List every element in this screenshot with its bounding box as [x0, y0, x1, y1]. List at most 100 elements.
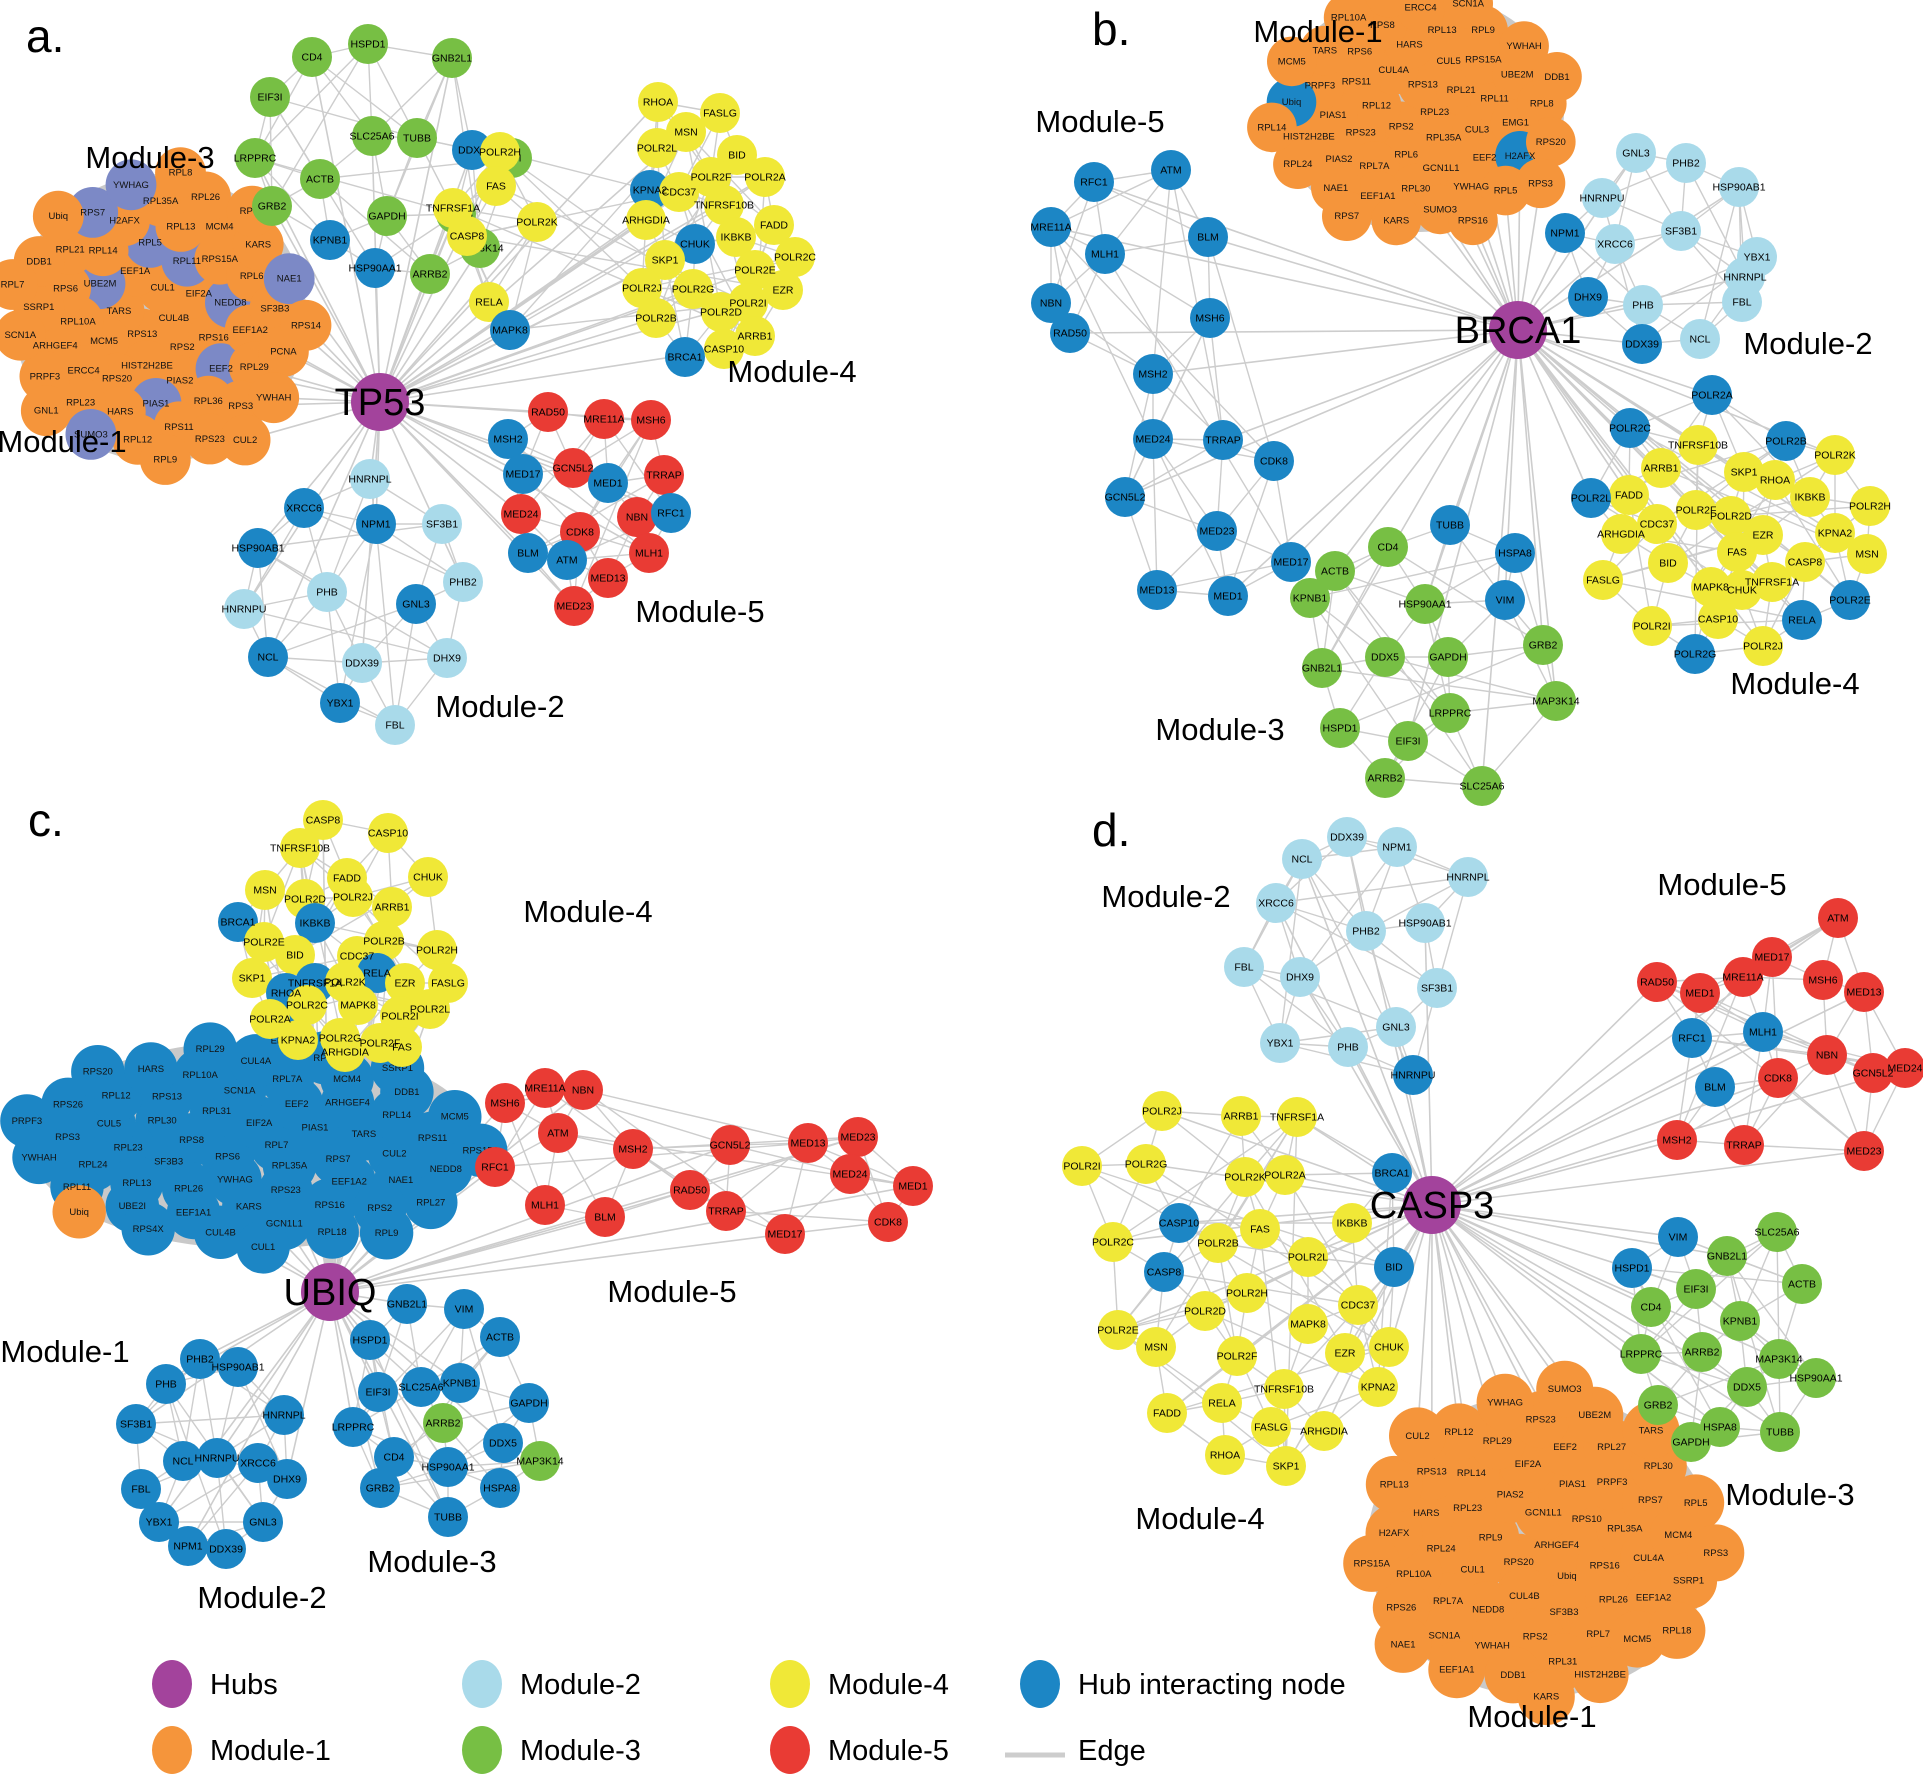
node-label: HNRNPL	[1723, 272, 1766, 284]
network-node	[1405, 903, 1445, 943]
node-label: GRB2	[1644, 1400, 1673, 1412]
node-label: MSH2	[493, 434, 522, 446]
blob-node	[1443, 0, 1493, 29]
network-node	[475, 1147, 515, 1187]
node-label: LRPPRC	[234, 153, 277, 165]
blob-node-label: RPS11	[1342, 76, 1371, 87]
network-node	[238, 528, 278, 568]
blob-node-label: CUL5	[1436, 56, 1460, 67]
node-label: MRE11A	[583, 414, 624, 426]
blob-node-label: NAE1	[1391, 1639, 1416, 1650]
network-node	[1417, 968, 1457, 1008]
edge	[329, 1144, 731, 1293]
edge	[271, 205, 381, 403]
network-node	[303, 800, 343, 840]
network-node	[675, 224, 715, 264]
blob-node-label: RPL7	[265, 1140, 289, 1151]
blob-node-label: HARS	[107, 407, 133, 418]
node-label: MSN	[1855, 549, 1878, 561]
module-label: Module-3	[85, 140, 214, 175]
network-node	[401, 1367, 441, 1407]
node-label: FBL	[1234, 962, 1253, 974]
node-label: PHB	[316, 587, 338, 599]
blob-node-label: RPL31	[202, 1106, 231, 1117]
network-node	[287, 985, 327, 1025]
blob-node	[0, 309, 46, 361]
blob-node-label: TARS	[1312, 46, 1337, 57]
edge	[1431, 1204, 1566, 1390]
edge	[311, 56, 418, 139]
network-node	[1338, 1285, 1378, 1325]
node-label: SF3B1	[120, 1419, 152, 1431]
blob-node	[1476, 1373, 1534, 1431]
node-label: POLR2K	[1814, 450, 1855, 462]
node-label: GNL3	[402, 599, 430, 611]
network-node	[1280, 957, 1320, 997]
node-label: PHB	[1337, 1042, 1359, 1054]
blob-node-label: RPL26	[174, 1183, 203, 1194]
node-label: RHOA	[1760, 475, 1790, 487]
network-node	[629, 533, 669, 573]
network-node	[626, 200, 666, 240]
blob-node-label: EEF1A1	[1360, 191, 1395, 202]
blob-node-label: RPS13	[1417, 1467, 1447, 1478]
module-label: Module-2	[1101, 879, 1230, 914]
blob-node-label: CUL4B	[159, 313, 190, 324]
network-node	[613, 1129, 653, 1169]
node-label: MSH2	[1138, 369, 1167, 381]
blob-node	[248, 372, 300, 424]
node-label: POLR2B	[635, 313, 676, 325]
node-label: POLR2E	[1829, 595, 1870, 607]
legend-label: Hubs	[210, 1669, 278, 1701]
node-label: RFC1	[1080, 177, 1108, 189]
blob-node-label: PIAS1	[1320, 110, 1347, 121]
blob-node-label: RPS8	[179, 1135, 204, 1146]
node-label: EZR	[1753, 530, 1774, 542]
node-label: MSH2	[618, 1144, 647, 1156]
blob-node-label: RPS2	[1389, 121, 1414, 132]
node-label: MED23	[1199, 526, 1234, 538]
blob-node	[263, 253, 315, 305]
node-label: POLR2F	[1217, 1351, 1258, 1363]
network-node	[588, 558, 628, 598]
blob-node-label: RPL13	[1380, 1479, 1409, 1490]
edge	[1093, 181, 1209, 238]
legend-label: Edge	[1078, 1735, 1146, 1767]
edge	[379, 176, 766, 403]
network-node	[1582, 178, 1622, 218]
edge	[158, 1291, 331, 1523]
network-node	[584, 399, 624, 439]
network-node	[116, 1404, 156, 1444]
network-node	[480, 1317, 520, 1357]
network-node	[704, 329, 744, 369]
network-node	[444, 1289, 484, 1329]
node-label: GNL3	[249, 1517, 277, 1529]
node-label: ARRB2	[425, 1418, 460, 1430]
node-label: RFC1	[481, 1162, 509, 1174]
blob-node-label: RPL29	[196, 1044, 225, 1055]
node-label: GRB2	[366, 1483, 395, 1495]
node-label: NPM1	[1382, 842, 1411, 854]
edge	[216, 1291, 331, 1459]
node-label: POLR2F	[1676, 505, 1717, 517]
network-node	[1260, 1023, 1300, 1063]
node-label: HSPD1	[350, 39, 385, 51]
blob-node-label: YWHAH	[1475, 1640, 1511, 1651]
blob-node-label: RPL24	[1427, 1544, 1456, 1555]
network-node	[1190, 298, 1230, 338]
edge	[1156, 561, 1292, 591]
network-node	[1676, 1269, 1716, 1309]
edge	[499, 151, 643, 289]
blob-node-label: MCM5	[1623, 1634, 1651, 1645]
edge	[379, 213, 457, 403]
network-node	[1782, 1264, 1822, 1304]
module-1-blob: RPL23 RPS2 RPS13 RPL35A RPL12 RPL21 RPL6 CUL4A C…	[1247, 0, 1582, 246]
node-label: DDX5	[1733, 1382, 1761, 1394]
edge	[1334, 329, 1519, 572]
edge	[1209, 317, 1224, 441]
node-label: POLR2D	[700, 307, 742, 319]
network-node	[1405, 584, 1445, 624]
